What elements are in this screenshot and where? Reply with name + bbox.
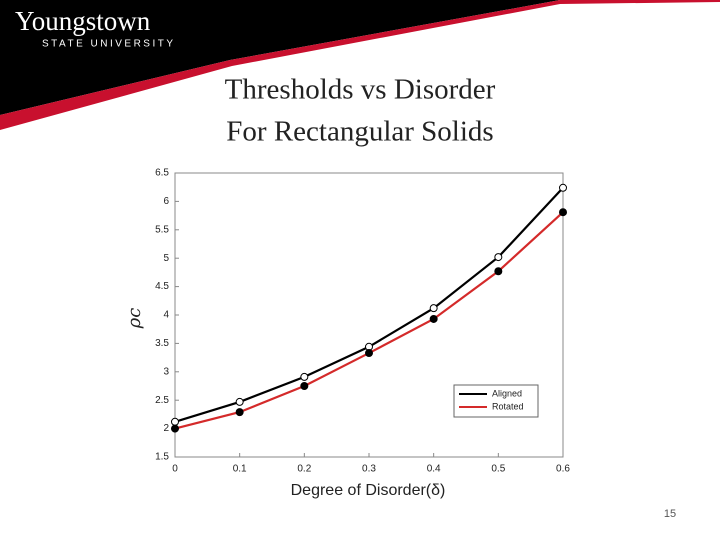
y-tick-label: 2.5 (155, 395, 169, 406)
legend-box (453, 384, 539, 418)
x-axis-label: Degree of Disorder(δ) (291, 482, 446, 499)
point (300, 382, 309, 390)
y-tick-label: 3 (163, 366, 169, 377)
x-tick-label: 0 (172, 464, 178, 475)
y-tick-label: 4.5 (155, 281, 169, 292)
y-tick-label: 1.5 (155, 452, 169, 463)
logo-sub: STATE UNIVERSITY (42, 39, 176, 50)
legend-label: Rotated (492, 401, 524, 411)
point (494, 253, 503, 262)
x-tick-label: 0.1 (233, 464, 247, 475)
point (429, 314, 438, 323)
x-tick-label: 0.6 (556, 464, 570, 475)
y-tick-label: 5 (163, 253, 169, 264)
legend-label: Aligned (492, 388, 522, 398)
point (559, 208, 567, 217)
point (235, 397, 244, 406)
point (235, 408, 244, 417)
point (171, 417, 179, 426)
point (494, 267, 503, 276)
slide-title: Thresholds vs Disorder (225, 74, 496, 106)
x-tick-label: 0.2 (297, 464, 311, 475)
point (171, 424, 179, 433)
y-axis-label: ρc (124, 308, 145, 330)
y-tick-label: 4 (163, 310, 169, 321)
point (429, 304, 438, 313)
y-tick-label: 3.5 (155, 338, 169, 349)
point (300, 372, 309, 381)
header-band (0, 0, 560, 115)
slide-number: 15 (664, 508, 676, 520)
logo-name: Youngstown (15, 6, 151, 36)
point (559, 183, 567, 192)
y-tick-label: 6.5 (155, 168, 169, 179)
x-tick-label: 0.3 (362, 464, 376, 475)
y-tick-label: 2 (163, 423, 169, 434)
x-tick-label: 0.4 (427, 464, 441, 475)
y-tick-label: 5.5 (155, 224, 169, 235)
point (365, 349, 373, 358)
x-tick-label: 0.5 (491, 464, 505, 475)
slide-title: For Rectangular Solids (226, 116, 493, 148)
y-tick-label: 6 (163, 196, 169, 207)
